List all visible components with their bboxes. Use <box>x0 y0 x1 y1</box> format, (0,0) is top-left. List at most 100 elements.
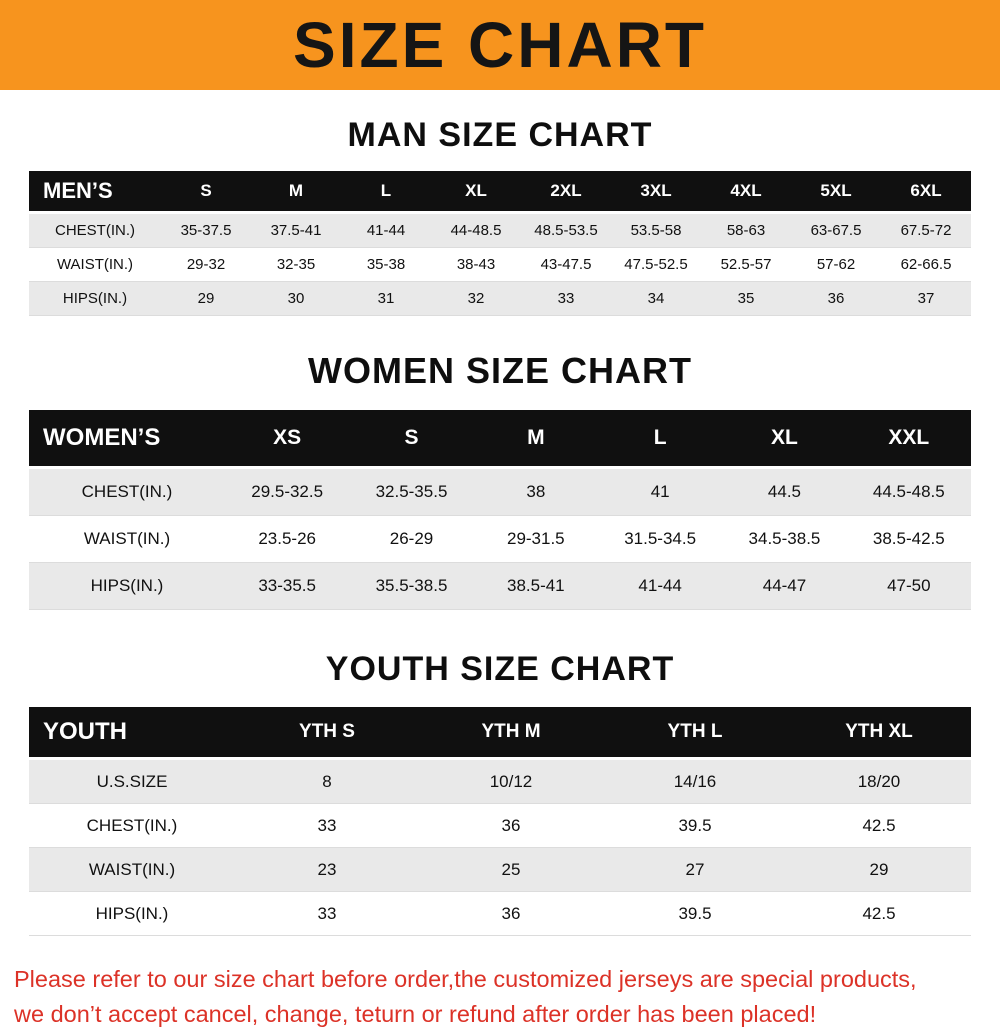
size-column-header: YTH L <box>603 707 787 760</box>
size-value-cell: 42.5 <box>862 815 896 835</box>
table-row: CHEST(IN.) 33 36 39.5 42.5 <box>29 803 971 848</box>
size-value-cell: 52.5-57 <box>720 256 772 273</box>
size-value-cell: 33 <box>317 903 337 923</box>
size-value-cell: 33 <box>317 815 337 835</box>
table-row: WAIST(IN.) 23 25 27 29 <box>29 847 971 892</box>
women-size-table: WOMEN’S XS S M L XL XXL CHEST(IN.) 29.5-32.5 32.5… <box>29 410 971 610</box>
size-value-cell: 39.5 <box>678 815 712 835</box>
table-header-row: WOMEN’S XS S M L XL XXL <box>29 410 971 469</box>
size-value-cell: 67.5-72 <box>900 222 952 239</box>
size-value-cell: 23.5-26 <box>258 529 316 548</box>
table-row: WAIST(IN.) 23.5-26 26-29 29-31.5 31.5-34.5 34… <box>29 515 971 563</box>
size-column-header: M <box>473 410 598 469</box>
size-value-cell: 44-48.5 <box>450 222 502 239</box>
size-column-header: 6XL <box>881 171 971 214</box>
size-value-cell: 38 <box>526 482 546 501</box>
size-column-header: 3XL <box>611 171 701 214</box>
size-value-cell: 29.5-32.5 <box>251 482 324 501</box>
size-column-header: 2XL <box>521 171 611 214</box>
size-value-cell: 47-50 <box>887 576 931 595</box>
size-column-header: YTH XL <box>787 707 971 760</box>
size-value-cell: 63-67.5 <box>810 222 862 239</box>
size-value-cell: 29-32 <box>186 256 226 273</box>
size-value-cell: 33-35.5 <box>258 576 316 595</box>
disclaimer-line-1: Please refer to our size chart before or… <box>14 966 917 992</box>
size-value-cell: 29-31.5 <box>506 529 565 548</box>
table-row: HIPS(IN.) 33-35.5 35.5-38.5 38.5-41 41-44 44-… <box>29 562 971 610</box>
row-label: WAIST(IN.) <box>56 256 134 273</box>
size-value-cell: 36 <box>501 815 521 835</box>
size-value-cell: 57-62 <box>816 256 856 273</box>
table-corner-label: WOMEN’S <box>29 410 225 469</box>
table-row: U.S.SIZE 8 10/12 14/16 18/20 <box>29 758 971 804</box>
size-chart-banner: SIZE CHART <box>0 0 1000 90</box>
size-value-cell: 39.5 <box>678 903 712 923</box>
size-column-header: YTH M <box>419 707 603 760</box>
size-value-cell: 32-35 <box>276 256 316 273</box>
size-column-header: 5XL <box>791 171 881 214</box>
size-value-cell: 14/16 <box>673 771 717 791</box>
size-value-cell: 35-38 <box>366 256 406 273</box>
size-value-cell: 41-44 <box>638 576 682 595</box>
size-value-cell: 31 <box>377 290 395 307</box>
size-value-cell: 32 <box>467 290 485 307</box>
size-value-cell: 42.5 <box>862 903 896 923</box>
size-value-cell: 38-43 <box>456 256 496 273</box>
row-label: HIPS(IN.) <box>62 290 128 307</box>
size-value-cell: 38.5-42.5 <box>872 529 945 548</box>
order-disclaimer: Please refer to our size chart before or… <box>14 962 986 1033</box>
size-value-cell: 38.5-41 <box>506 576 565 595</box>
row-label: WAIST(IN.) <box>88 859 176 879</box>
size-value-cell: 44-47 <box>762 576 807 595</box>
size-column-header: L <box>341 171 431 214</box>
banner-title: SIZE CHART <box>293 9 707 81</box>
size-column-header: S <box>161 171 251 214</box>
table-header-row: MEN’S S M L XL 2XL 3XL 4XL 5XL 6XL <box>29 171 971 214</box>
size-value-cell: 44.5 <box>767 482 802 501</box>
women-size-chart-section: WOMEN SIZE CHART WOMEN’S XS S M L XL XXL CHEST(… <box>0 350 1000 610</box>
table-header-row: YOUTH YTH S YTH M YTH L YTH XL <box>29 707 971 760</box>
row-label: WAIST(IN.) <box>83 529 171 548</box>
table-corner-label: MEN’S <box>29 171 161 214</box>
size-column-header: YTH S <box>235 707 419 760</box>
size-value-cell: 25 <box>501 859 521 879</box>
size-column-header: XL <box>431 171 521 214</box>
size-column-header: M <box>251 171 341 214</box>
size-value-cell: 53.5-58 <box>630 222 682 239</box>
size-value-cell: 27 <box>685 859 705 879</box>
youth-size-table: YOUTH YTH S YTH M YTH L YTH XL U.S.SIZE 8 10/12… <box>29 707 971 936</box>
size-value-cell: 41 <box>650 482 670 501</box>
size-value-cell: 48.5-53.5 <box>534 222 598 239</box>
size-value-cell: 26-29 <box>389 529 434 548</box>
men-size-table: MEN’S S M L XL 2XL 3XL 4XL 5XL 6XL CHEST(IN.) 35-37… <box>29 171 971 316</box>
size-value-cell: 23 <box>317 859 337 879</box>
size-value-cell: 36 <box>827 290 845 307</box>
size-value-cell: 35 <box>737 290 755 307</box>
row-label: CHEST(IN.) <box>81 482 173 501</box>
size-value-cell: 36 <box>501 903 521 923</box>
size-value-cell: 10/12 <box>489 771 533 791</box>
table-row: HIPS(IN.) 29 30 31 32 33 34 35 36 37 <box>29 281 971 316</box>
youth-size-chart-section: YOUTH SIZE CHART YOUTH YTH S YTH M YTH L YTH… <box>0 650 1000 936</box>
row-label: CHEST(IN.) <box>55 222 135 239</box>
row-label: U.S.SIZE <box>96 771 168 791</box>
disclaimer-line-2: we don’t accept cancel, change, teturn o… <box>14 1001 817 1028</box>
size-value-cell: 35.5-38.5 <box>375 576 448 595</box>
size-column-header: S <box>349 410 474 469</box>
size-value-cell: 35-37.5 <box>180 222 232 239</box>
row-label: HIPS(IN.) <box>90 576 164 595</box>
size-column-header: 4XL <box>701 171 791 214</box>
youth-section-title: YOUTH SIZE CHART <box>325 650 675 688</box>
size-column-header: L <box>597 410 723 469</box>
size-value-cell: 31.5-34.5 <box>624 529 697 548</box>
size-value-cell: 43-47.5 <box>540 256 592 273</box>
size-value-cell: 34 <box>647 290 665 307</box>
size-value-cell: 29 <box>197 290 215 307</box>
women-section-title: WOMEN SIZE CHART <box>308 350 692 391</box>
size-value-cell: 18/20 <box>857 771 901 791</box>
size-value-cell: 47.5-52.5 <box>624 256 688 273</box>
man-size-chart-section: MAN SIZE CHART MEN’S S M L XL 2XL 3XL 4XL 5XL 6XL… <box>0 116 1000 316</box>
size-value-cell: 41-44 <box>366 222 406 239</box>
table-row: CHEST(IN.) 29.5-32.5 32.5-35.5 38 41 44.5 44.5… <box>29 467 971 516</box>
size-value-cell: 44.5-48.5 <box>872 482 945 501</box>
